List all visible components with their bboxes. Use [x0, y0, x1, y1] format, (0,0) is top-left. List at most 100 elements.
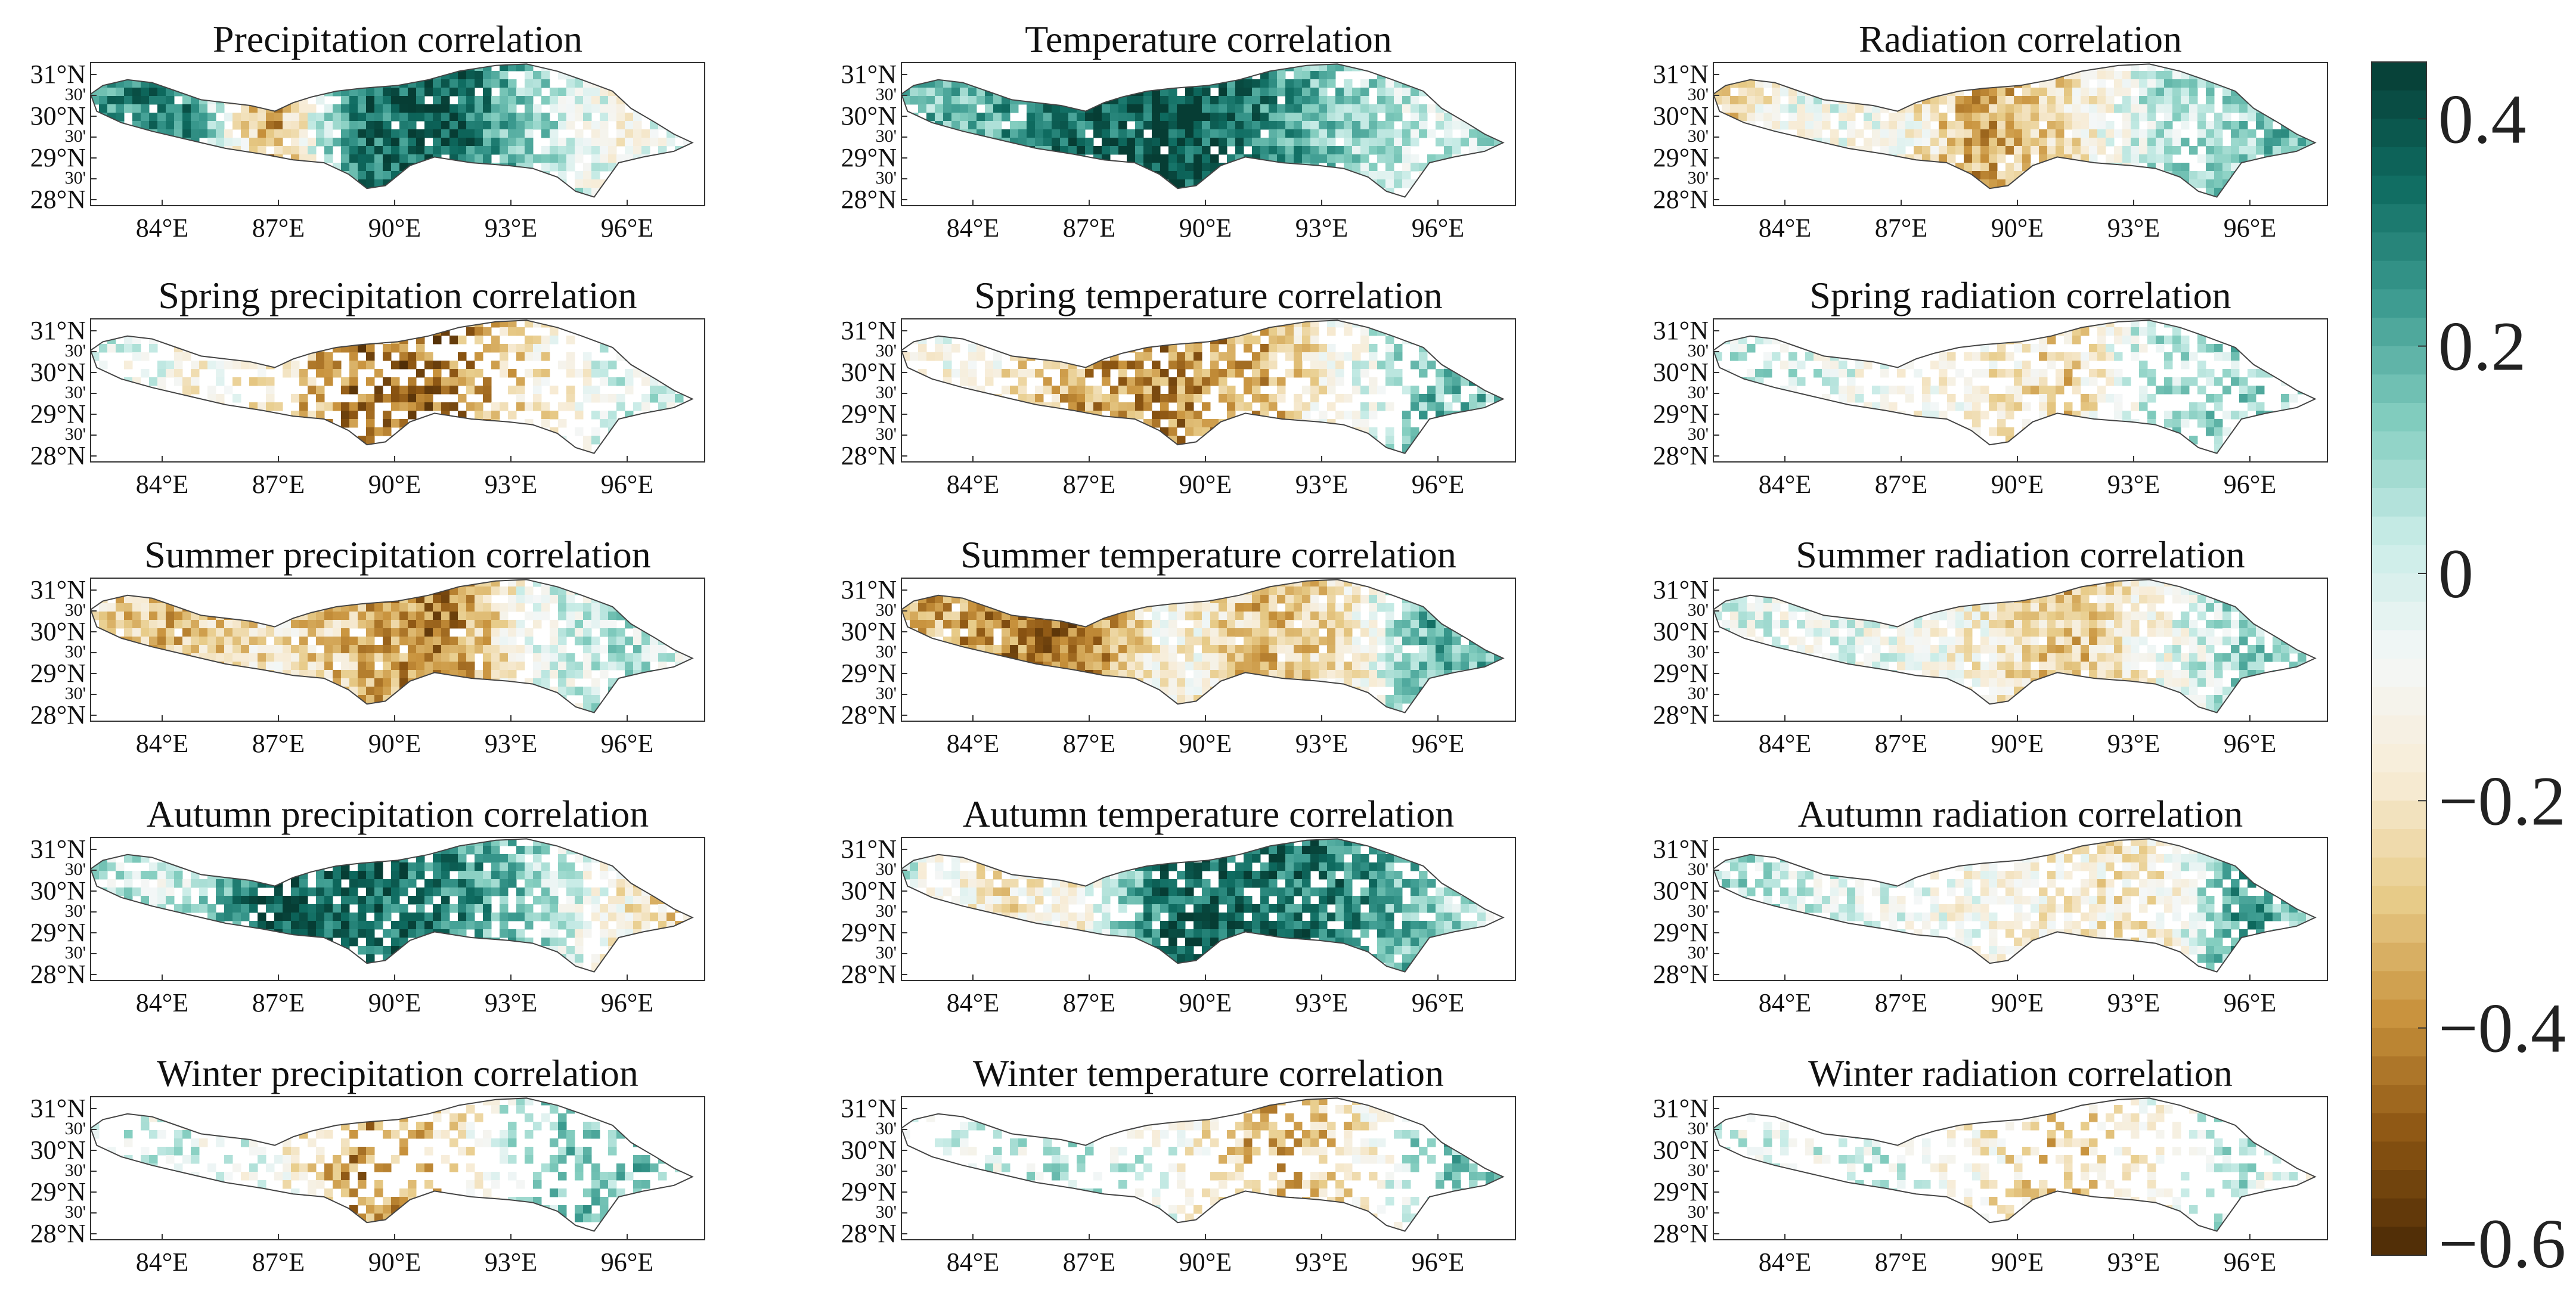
- lon-tick-label: 84°E: [136, 213, 188, 243]
- lon-tick-label: 84°E: [1759, 1247, 1811, 1277]
- colorbar-segment: [2372, 1199, 2426, 1227]
- lon-tick-label: 93°E: [1295, 988, 1348, 1017]
- lon-tick-label: 90°E: [1179, 1247, 1232, 1277]
- lon-tick-label: 87°E: [1875, 470, 1927, 499]
- lat-tick-label: 28°N: [841, 700, 897, 730]
- lon-tick-label: 96°E: [1412, 988, 1464, 1017]
- lat-tick-label: 28°N: [30, 960, 86, 989]
- panel-title: Temperature correlation: [1025, 18, 1392, 60]
- lon-tick-label: 87°E: [1875, 988, 1927, 1017]
- lon-tick-label: 96°E: [2224, 729, 2276, 758]
- panel-title: Spring radiation correlation: [1809, 274, 2231, 316]
- lat-tick-label: 28°N: [30, 441, 86, 470]
- lon-tick-label: 93°E: [2107, 1247, 2160, 1277]
- colorbar-segment: [2372, 1085, 2426, 1113]
- colorbar-segment: [2372, 432, 2426, 460]
- lon-tick-label: 90°E: [1991, 729, 2044, 758]
- lon-tick-label: 90°E: [368, 213, 421, 243]
- colorbar-segment: [2372, 374, 2426, 403]
- lon-tick-label: 90°E: [1179, 729, 1232, 758]
- colorbar-segment: [2372, 1227, 2426, 1255]
- colorbar-segment: [2372, 1141, 2426, 1170]
- colorbar-segment: [2372, 62, 2426, 91]
- colorbar-segment: [2372, 715, 2426, 744]
- lon-tick-label: 96°E: [601, 1247, 653, 1277]
- map-panel: Summer temperature correlation31°N30'30°…: [841, 533, 1520, 758]
- lon-tick-label: 90°E: [1179, 470, 1232, 499]
- lon-tick-label: 84°E: [947, 1247, 999, 1277]
- lon-tick-label: 90°E: [368, 1247, 421, 1277]
- map-panel: Winter precipitation correlation31°N30'3…: [30, 1052, 705, 1277]
- lon-tick-label: 87°E: [252, 213, 305, 243]
- map-panel: Winter radiation correlation31°N30'30°N3…: [1653, 1052, 2332, 1277]
- colorbar-segment: [2372, 630, 2426, 659]
- lat-tick-label: 28°N: [841, 185, 897, 214]
- lon-tick-label: 93°E: [485, 988, 537, 1017]
- colorbar-segment: [2372, 289, 2426, 318]
- lat-tick-label: 28°N: [1653, 960, 1709, 989]
- lat-tick-label: 28°N: [30, 185, 86, 214]
- lon-tick-label: 96°E: [2224, 988, 2276, 1017]
- colorbar-segment: [2372, 232, 2426, 261]
- lon-tick-label: 87°E: [252, 988, 305, 1017]
- map-panel: Spring temperature correlation31°N30'30°…: [841, 274, 1520, 499]
- lat-tick-label: 28°N: [841, 960, 897, 989]
- colorbar-tick-label: 0.4: [2438, 80, 2527, 158]
- colorbar-segment: [2372, 971, 2426, 1000]
- lon-tick-label: 96°E: [2224, 1247, 2276, 1277]
- panel-title: Winter temperature correlation: [973, 1052, 1444, 1094]
- panel-title: Summer temperature correlation: [960, 533, 1456, 576]
- colorbar-segment: [2372, 261, 2426, 290]
- colorbar-segment: [2372, 886, 2426, 914]
- panel-title: Summer radiation correlation: [1796, 533, 2245, 576]
- lon-tick-label: 84°E: [1759, 213, 1811, 243]
- panel-title: Winter radiation correlation: [1808, 1052, 2233, 1094]
- colorbar-segment: [2372, 460, 2426, 488]
- lon-tick-label: 93°E: [485, 470, 537, 499]
- panel-title: Summer precipitation correlation: [144, 533, 651, 576]
- lon-tick-label: 96°E: [601, 729, 653, 758]
- colorbar-segment: [2372, 659, 2426, 687]
- lon-tick-label: 96°E: [601, 988, 653, 1017]
- lon-tick-label: 84°E: [947, 988, 999, 1017]
- colorbar-segment: [2372, 488, 2426, 517]
- lon-tick-label: 87°E: [252, 470, 305, 499]
- lon-tick-label: 87°E: [1063, 729, 1115, 758]
- lon-tick-label: 93°E: [2107, 213, 2160, 243]
- panel-title: Autumn temperature correlation: [963, 793, 1455, 835]
- lat-tick-label: 28°N: [1653, 1219, 1709, 1248]
- map-panel: Precipitation correlation31°N30'30°N30'2…: [30, 18, 709, 243]
- colorbar-segment: [2372, 687, 2426, 716]
- colorbar-segment: [2372, 1000, 2426, 1028]
- lon-tick-label: 96°E: [601, 470, 653, 499]
- map-panel: Autumn temperature correlation31°N30'30°…: [841, 793, 1515, 1017]
- map-panel: Winter temperature correlation31°N30'30°…: [841, 1052, 1520, 1277]
- colorbar-segment: [2372, 943, 2426, 972]
- lon-tick-label: 90°E: [1991, 1247, 2044, 1277]
- lon-tick-label: 87°E: [1063, 470, 1115, 499]
- lon-tick-label: 93°E: [2107, 729, 2160, 758]
- lon-tick-label: 93°E: [2107, 988, 2160, 1017]
- panel-title: Radiation correlation: [1859, 18, 2182, 60]
- lon-tick-label: 90°E: [368, 729, 421, 758]
- colorbar-segment: [2372, 772, 2426, 801]
- panel-title: Winter precipitation correlation: [157, 1052, 638, 1094]
- lon-tick-label: 84°E: [947, 213, 999, 243]
- colorbar-segment: [2372, 1056, 2426, 1085]
- lon-tick-label: 93°E: [1295, 213, 1348, 243]
- lon-tick-label: 87°E: [252, 729, 305, 758]
- lon-tick-label: 93°E: [2107, 470, 2160, 499]
- colorbar-segment: [2372, 176, 2426, 204]
- lat-tick-label: 28°N: [1653, 700, 1709, 730]
- panel-title: Spring temperature correlation: [974, 274, 1442, 316]
- lon-tick-label: 84°E: [1759, 729, 1811, 758]
- map-panel: Summer radiation correlation31°N30'30°N3…: [1653, 533, 2332, 758]
- map-panel: Summer precipitation correlation31°N30'3…: [30, 533, 709, 758]
- lon-tick-label: 90°E: [368, 470, 421, 499]
- colorbar-segment: [2372, 545, 2426, 573]
- lon-tick-label: 96°E: [1412, 729, 1464, 758]
- panel-title: Autumn precipitation correlation: [147, 793, 649, 835]
- lon-tick-label: 96°E: [2224, 470, 2276, 499]
- colorbar-segment: [2372, 91, 2426, 119]
- lon-tick-label: 84°E: [947, 470, 999, 499]
